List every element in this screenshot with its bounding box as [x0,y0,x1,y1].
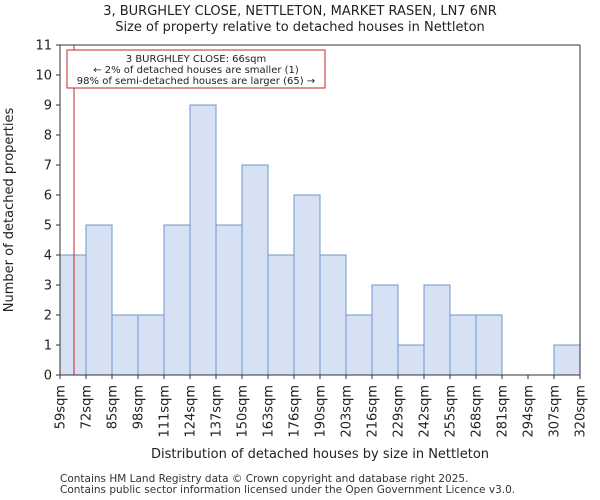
bar-242sqm [423,284,451,376]
x-tick-label-255sqm: 255sqm [444,385,459,438]
x-tick-label-242sqm: 242sqm [418,385,433,438]
y-tick-label-3: 3 [44,279,52,294]
x-tick-label-203sqm: 203sqm [340,385,355,438]
bar-85sqm [111,314,139,376]
y-axis-title: Number of detached properties [2,108,17,313]
x-tick-label-320sqm: 320sqm [574,385,589,438]
bar-268sqm [475,314,503,376]
annotation-box [66,49,326,89]
x-tick-label-281sqm: 281sqm [496,385,511,438]
y-tick-label-2: 2 [44,309,52,324]
y-tick-label-5: 5 [44,219,52,234]
bar-255sqm [449,314,477,376]
bar-163sqm [267,254,295,376]
x-tick-label-98sqm: 98sqm [132,385,147,429]
x-tick-label-268sqm: 268sqm [470,385,485,438]
bar-216sqm [371,284,399,376]
bar-59sqm [59,254,87,376]
bar-124sqm [189,104,217,376]
x-tick-label-85sqm: 85sqm [106,385,121,429]
y-tick-label-6: 6 [44,189,52,204]
y-tick-label-11: 11 [35,39,52,54]
x-axis-title: Distribution of detached houses by size … [151,447,489,462]
x-tick-label-111sqm: 111sqm [158,385,173,438]
bar-150sqm [241,164,269,376]
x-tick-label-150sqm: 150sqm [236,385,251,438]
bar-190sqm [319,254,347,376]
y-tick-label-8: 8 [44,129,52,144]
bar-176sqm [293,194,321,376]
bar-111sqm [163,224,191,376]
bar-229sqm [397,344,425,376]
annotation-line-1: 3 BURGHLEY CLOSE: 66sqm [126,54,266,65]
y-tick-label-9: 9 [44,99,52,114]
x-tick-label-307sqm: 307sqm [548,385,563,438]
x-tick-label-294sqm: 294sqm [522,385,537,438]
chart-title: 3, BURGHLEY CLOSE, NETTLETON, MARKET RAS… [103,4,497,19]
y-tick-label-1: 1 [44,339,52,354]
x-tick-label-137sqm: 137sqm [210,385,225,438]
x-tick-label-216sqm: 216sqm [366,385,381,438]
y-tick-label-10: 10 [35,69,52,84]
x-tick-label-229sqm: 229sqm [392,385,407,438]
chart-subtitle: Size of property relative to detached ho… [115,20,485,35]
bar-137sqm [215,224,243,376]
footer-attribution-1: Contains HM Land Registry data © Crown c… [60,473,469,485]
y-tick-label-4: 4 [44,249,52,264]
x-tick-label-190sqm: 190sqm [314,385,329,438]
bar-307sqm [553,344,581,376]
footer-attribution-2: Contains public sector information licen… [60,484,516,496]
annotation-line-2: ← 2% of detached houses are smaller (1) [93,65,299,76]
x-tick-label-72sqm: 72sqm [80,385,95,429]
x-tick-label-176sqm: 176sqm [288,385,303,438]
y-tick-label-0: 0 [44,369,52,384]
bar-98sqm [137,314,165,376]
x-tick-label-163sqm: 163sqm [262,385,277,438]
bar-72sqm [85,224,113,376]
x-tick-label-124sqm: 124sqm [184,385,199,438]
bar-203sqm [345,314,373,376]
y-tick-label-7: 7 [44,159,52,174]
annotation-line-3: 98% of semi-detached houses are larger (… [77,76,315,87]
x-tick-label-59sqm: 59sqm [54,385,69,429]
histogram-chart: 0 1 2 3 4 5 6 7 8 9 10 11 59sqm 72sqm 85sqm 98sqm 111sqm… [2,39,589,463]
